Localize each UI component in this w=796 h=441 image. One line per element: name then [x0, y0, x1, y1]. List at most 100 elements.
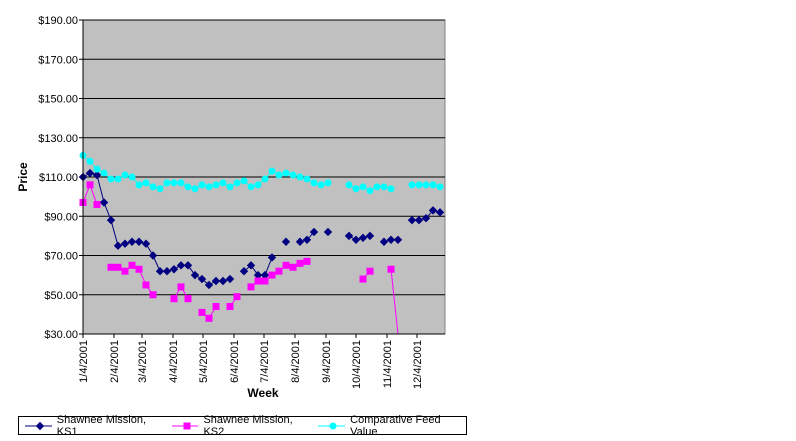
data-point — [366, 267, 374, 275]
data-point — [190, 270, 200, 280]
x-tick-label: 1/4/2001 — [78, 340, 90, 383]
data-point — [226, 183, 234, 191]
x-tick-label: 12/4/2001 — [412, 340, 424, 389]
series-line — [82, 172, 231, 286]
x-tick-label: 3/4/2001 — [137, 340, 149, 383]
x-tick-label: 4/4/2001 — [168, 340, 180, 383]
data-point — [184, 295, 192, 303]
series-layer — [78, 151, 445, 335]
series-2 — [79, 181, 399, 335]
data-point — [295, 237, 305, 246]
data-point — [302, 235, 312, 245]
data-point — [86, 181, 94, 189]
data-point — [323, 227, 333, 237]
data-point — [303, 175, 311, 183]
data-point — [92, 170, 102, 180]
data-point — [121, 267, 129, 275]
data-point — [407, 215, 417, 225]
data-point — [169, 265, 179, 274]
data-point — [254, 181, 262, 189]
data-point — [289, 171, 297, 179]
data-point — [233, 179, 241, 187]
data-point — [344, 231, 354, 241]
x-tick-label: 5/4/2001 — [198, 340, 210, 383]
data-point — [149, 183, 157, 191]
data-point — [204, 280, 214, 290]
data-point — [289, 263, 297, 271]
data-point — [205, 183, 213, 191]
data-point — [100, 169, 108, 177]
data-point — [170, 295, 178, 303]
data-point — [197, 274, 207, 284]
data-point — [428, 206, 438, 215]
data-point — [387, 265, 395, 273]
data-point — [247, 283, 255, 291]
data-point — [155, 266, 165, 276]
data-point — [351, 235, 361, 245]
series-1 — [78, 168, 445, 290]
data-point — [191, 185, 199, 193]
data-point — [219, 179, 227, 187]
legend-swatch — [25, 421, 52, 430]
data-point — [162, 266, 172, 276]
data-point — [296, 173, 304, 181]
data-point — [141, 239, 151, 248]
data-point — [296, 259, 304, 267]
data-point — [352, 185, 360, 193]
data-point — [359, 275, 367, 283]
data-point — [86, 157, 94, 165]
data-point — [267, 253, 277, 262]
data-point — [184, 183, 192, 191]
data-point — [268, 271, 276, 279]
data-point — [176, 261, 186, 270]
data-point — [127, 237, 137, 246]
x-axis-title: Week — [247, 386, 278, 400]
y-tick-label: $110.00 — [39, 172, 78, 184]
legend: Shawnee Mission, KS1 Shawnee Mission, KS2… — [18, 414, 467, 438]
data-point — [309, 227, 319, 237]
y-tick-label: $90.00 — [44, 211, 78, 223]
data-point — [393, 235, 403, 245]
data-point — [358, 233, 368, 243]
data-point — [134, 237, 144, 246]
data-point — [85, 168, 95, 178]
data-point — [225, 274, 235, 284]
data-point — [198, 308, 206, 316]
y-tick-label: $150.00 — [38, 94, 78, 106]
x-tick-label: 8/4/2001 — [290, 340, 302, 383]
data-point — [114, 175, 122, 183]
data-point — [422, 181, 430, 189]
data-point — [268, 167, 276, 175]
y-tick-label: $50.00 — [44, 290, 78, 302]
x-tick-label: 6/4/2001 — [229, 340, 241, 383]
data-point — [170, 179, 178, 187]
data-point — [282, 169, 290, 177]
legend-item: Comparative Feed Value — [318, 414, 458, 438]
data-point — [421, 214, 431, 223]
data-point — [183, 261, 193, 270]
y-tick-label: $170.00 — [38, 54, 78, 66]
data-point — [261, 277, 269, 285]
data-point — [135, 265, 143, 273]
data-point — [121, 171, 129, 179]
x-tick-label: 9/4/2001 — [321, 340, 333, 383]
data-point — [303, 257, 311, 265]
x-tick-label: 10/4/2001 — [351, 340, 363, 389]
data-point — [163, 179, 171, 187]
x-axis-ticks: 1/4/2001 2/4/2001 3/4/2001 4/4/2001 5/4/2001… — [78, 334, 424, 389]
legend-marker — [183, 422, 191, 429]
data-point — [212, 303, 220, 311]
data-point — [114, 263, 122, 271]
data-point — [93, 165, 101, 173]
data-point — [408, 181, 416, 189]
data-point — [387, 185, 395, 193]
y-axis-title: Price — [16, 162, 30, 192]
data-point — [135, 181, 143, 189]
data-point — [317, 181, 325, 189]
data-point — [261, 175, 269, 183]
data-point — [239, 266, 249, 276]
data-point — [379, 237, 389, 246]
y-tick-label: $190.00 — [38, 15, 78, 27]
data-point — [436, 183, 444, 191]
data-point — [218, 276, 228, 286]
